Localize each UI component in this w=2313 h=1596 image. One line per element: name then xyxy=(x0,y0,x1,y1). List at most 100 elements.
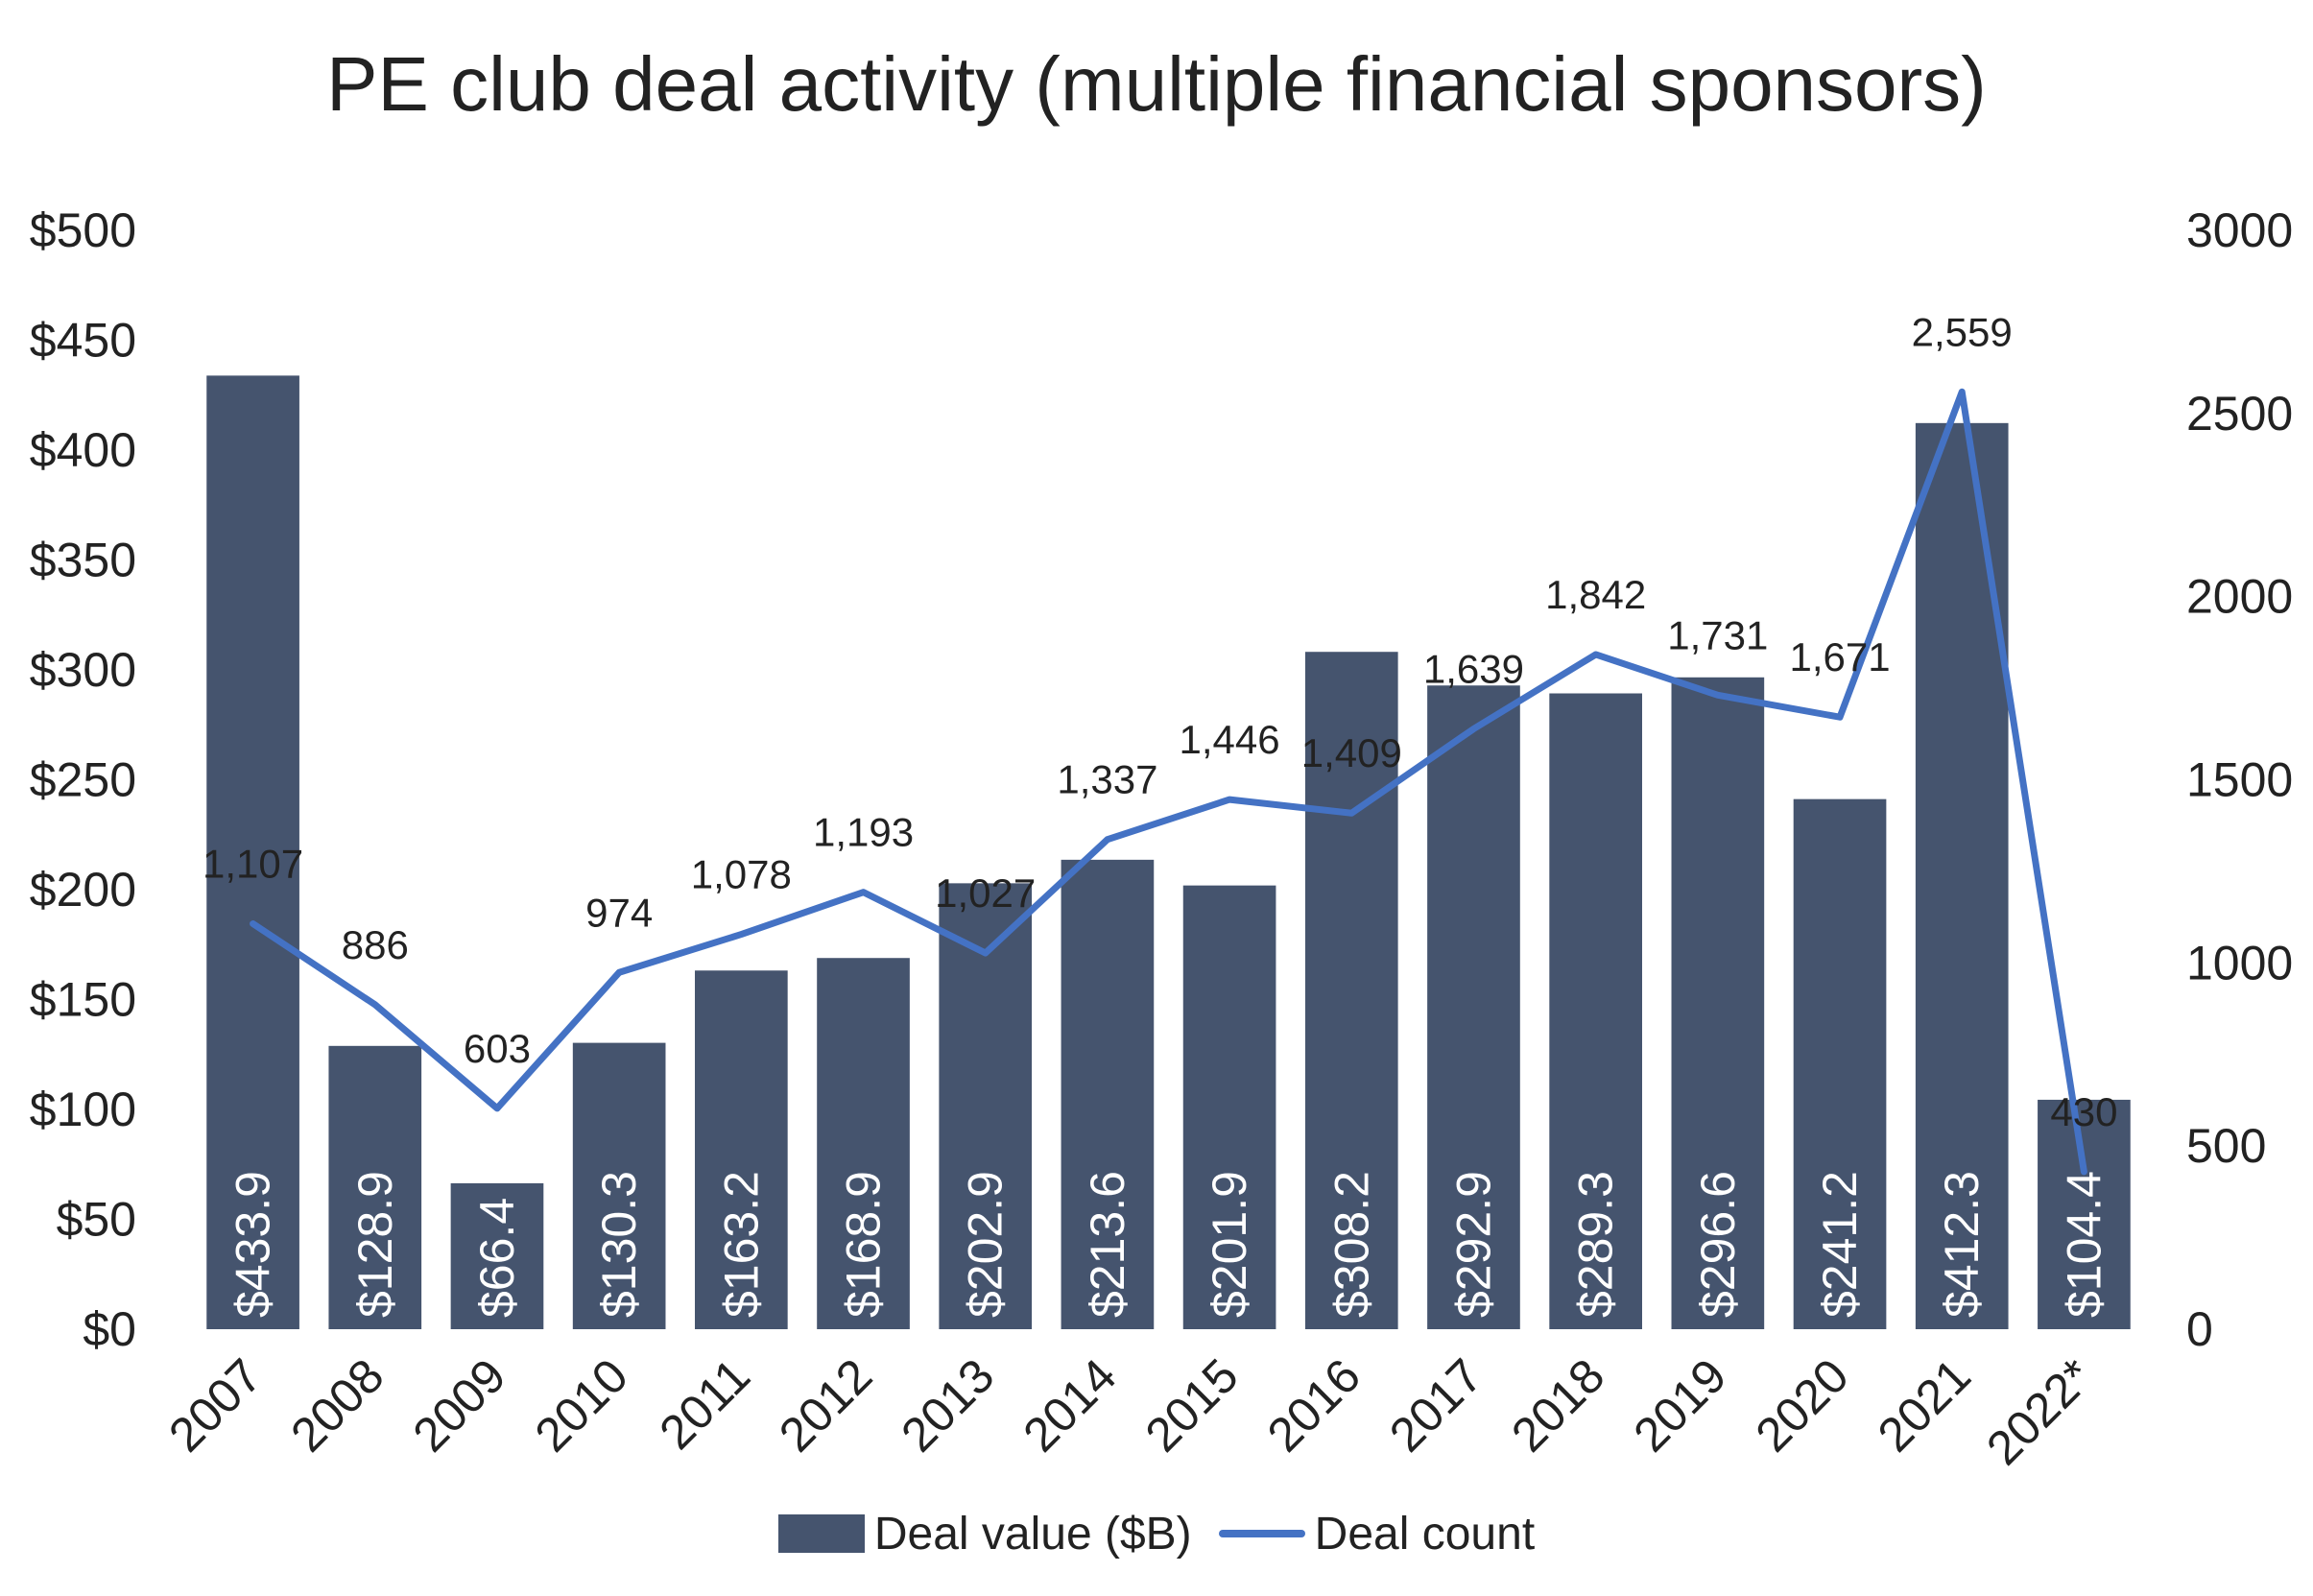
line-point-2015 xyxy=(1227,797,1233,803)
legend-item-deal-count: Deal count xyxy=(1218,1508,1536,1560)
line-point-2018 xyxy=(1592,651,1599,657)
y-left-tick-label: $150 xyxy=(30,973,136,1027)
legend-item-deal-value: Deal value ($B) xyxy=(777,1508,1192,1560)
line-point-2016 xyxy=(1348,810,1355,817)
line-value-label: 2,559 xyxy=(1912,309,2013,354)
bar-value-label: $130.3 xyxy=(592,1171,646,1318)
x-tick-label: 2012 xyxy=(769,1348,882,1462)
x-tick-label: 2020 xyxy=(1746,1348,1859,1462)
line-point-2010 xyxy=(616,969,623,976)
legend-label-deal-value: Deal value ($B) xyxy=(873,1508,1192,1560)
legend-label-deal-count: Deal count xyxy=(1314,1508,1536,1560)
x-tick-label: 2011 xyxy=(649,1348,760,1460)
bar-value-labels: $433.9 $128.9 $66.4 $130.3 $163.2 $168.9 $202.… xyxy=(227,1171,2111,1318)
y-left-tick-label: $250 xyxy=(30,753,136,807)
legend: Deal value ($B) Deal count xyxy=(0,1505,2313,1562)
y-left-tick-label: $400 xyxy=(30,423,136,477)
line-point-2014 xyxy=(1104,836,1110,843)
legend-swatch-line xyxy=(1218,1530,1305,1537)
legend-swatch-bar xyxy=(777,1514,865,1553)
deal-count-line xyxy=(250,388,2087,1176)
x-tick-label: 2016 xyxy=(1257,1348,1371,1462)
line-point-2021 xyxy=(1959,389,1966,395)
bar-2010 xyxy=(572,1042,666,1329)
line-value-label: 1,671 xyxy=(1789,634,1890,679)
line-value-label: 1,639 xyxy=(1423,646,1524,691)
bar-value-label: $292.9 xyxy=(1446,1171,1500,1318)
y-left-tick-label: $0 xyxy=(83,1302,136,1356)
line-point-2012 xyxy=(860,889,867,895)
line-value-label: 603 xyxy=(464,1026,531,1071)
bar-value-label: $201.9 xyxy=(1203,1171,1256,1318)
line-value-label: 1,446 xyxy=(1180,717,1280,762)
x-tick-label: 2021 xyxy=(1868,1348,1981,1462)
x-axis: 2007 2008 2009 2010 2011 2012 2013 2014 2015 2016… xyxy=(158,1348,2103,1475)
y-left-tick-label: $50 xyxy=(57,1193,136,1247)
line-point-2011 xyxy=(738,931,745,938)
x-tick-label: 2013 xyxy=(891,1348,1004,1462)
line-value-labels: 1,107 886 603 974 1,078 1,193 1,027 1,337 1,446 1… xyxy=(203,309,2117,1134)
y-left-tick-label: $300 xyxy=(30,643,136,697)
bar-value-label: $66.4 xyxy=(470,1198,524,1318)
bar-2022* xyxy=(2038,1099,2131,1329)
bar-value-label: $433.9 xyxy=(227,1171,280,1318)
bar-value-label: $128.9 xyxy=(348,1171,402,1318)
y-left-tick-label: $100 xyxy=(30,1083,136,1136)
bar-2011 xyxy=(695,970,788,1329)
line-point-2017 xyxy=(1470,726,1477,732)
x-tick-label: 2008 xyxy=(280,1348,393,1462)
line-value-label: 1,078 xyxy=(691,852,792,897)
chart-title: PE club deal activity (multiple financia… xyxy=(326,41,1987,127)
y-right-tick-label: 1500 xyxy=(2186,753,2293,807)
bar-2009 xyxy=(450,1182,544,1329)
bar-value-label: $202.9 xyxy=(959,1171,1013,1318)
x-tick-label: 2015 xyxy=(1135,1348,1249,1462)
line-series xyxy=(250,388,2087,1176)
bar-2020 xyxy=(1793,798,1887,1329)
x-tick-label: 2018 xyxy=(1501,1348,1614,1462)
bar-value-label: $213.6 xyxy=(1081,1171,1134,1318)
y-left-tick-label: $350 xyxy=(30,534,136,587)
bar-value-label: $308.2 xyxy=(1324,1171,1378,1318)
bar-2017 xyxy=(1427,685,1520,1329)
bar-2019 xyxy=(1671,677,1765,1329)
bar-value-label: $241.2 xyxy=(1813,1171,1867,1318)
y-right-tick-label: 500 xyxy=(2186,1119,2266,1173)
bar-value-label: $104.4 xyxy=(2057,1171,2110,1318)
y-axis-left: $0 $50 $100 $150 $200 $250 $300 $350 $400 $450 $50… xyxy=(30,203,136,1356)
bar-2015 xyxy=(1182,885,1276,1329)
y-axis-right: 0 500 1000 1500 2000 2500 3000 xyxy=(2186,203,2293,1356)
line-value-label: 974 xyxy=(585,890,653,935)
bar-value-label: $163.2 xyxy=(714,1171,768,1318)
line-value-label: 1,409 xyxy=(1301,730,1402,775)
line-point-2007 xyxy=(250,920,256,927)
bar-value-label: $289.3 xyxy=(1569,1171,1623,1318)
line-value-label: 430 xyxy=(2050,1089,2117,1134)
line-point-2008 xyxy=(371,1001,378,1008)
x-tick-label: 2009 xyxy=(402,1348,515,1462)
line-value-label: 1,027 xyxy=(935,870,1036,916)
y-right-tick-label: 2000 xyxy=(2186,570,2293,624)
bar-2014 xyxy=(1061,859,1155,1329)
line-value-label: 1,193 xyxy=(813,810,914,855)
line-point-2013 xyxy=(982,950,989,957)
y-left-tick-label: $500 xyxy=(30,203,136,257)
y-right-tick-label: 1000 xyxy=(2186,936,2293,989)
x-tick-label: 2022* xyxy=(1976,1348,2103,1475)
y-left-tick-label: $200 xyxy=(30,863,136,917)
line-value-label: 1,107 xyxy=(203,841,303,886)
bar-value-label: $296.6 xyxy=(1691,1171,1745,1318)
bar-value-label: $168.9 xyxy=(837,1171,891,1318)
line-point-2020 xyxy=(1837,714,1844,721)
line-value-label: 886 xyxy=(342,922,409,967)
bar-2016 xyxy=(1304,652,1398,1329)
x-tick-label: 2007 xyxy=(158,1348,272,1462)
x-tick-label: 2010 xyxy=(525,1348,638,1462)
line-point-2022* xyxy=(2081,1168,2087,1175)
x-tick-label: 2014 xyxy=(1013,1348,1126,1462)
y-left-tick-label: $450 xyxy=(30,314,136,368)
line-value-label: 1,731 xyxy=(1667,612,1768,657)
bar-2007 xyxy=(206,375,299,1329)
bar-series xyxy=(206,375,2131,1329)
